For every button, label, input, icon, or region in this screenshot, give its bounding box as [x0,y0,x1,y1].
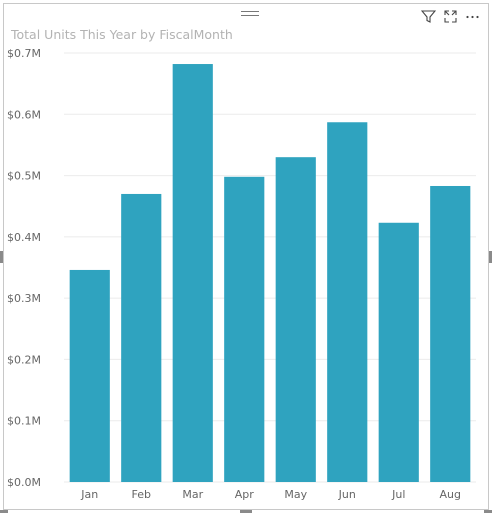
filter-icon[interactable] [420,8,436,24]
y-tick-label: $0.5M [7,170,41,183]
y-tick-label: $0.6M [7,108,41,121]
resize-handle-right[interactable] [489,251,492,263]
resize-handle-left[interactable] [0,251,3,263]
y-axis: $0.0M $0.1M $0.2M $0.3M $0.4M $0.5M $0.6M $0.7M [7,47,41,489]
visual-header-toolbar [420,8,480,24]
resize-handle-bottom-left[interactable] [0,510,8,513]
bar-mar[interactable] [172,64,213,482]
y-tick-label: $0.4M [7,231,41,244]
chart-title: Total Units This Year by FiscalMonth [11,27,233,42]
drag-handle-icon[interactable] [241,11,259,19]
x-tick-label: Feb [132,488,151,501]
y-tick-label: $0.7M [7,47,41,60]
bar-jan[interactable] [69,269,110,482]
bar-jul[interactable] [378,222,419,483]
x-tick-label: Jun [338,488,356,501]
bar-aug[interactable] [430,185,471,483]
bars [69,64,471,483]
resize-handle-bottom-right[interactable] [484,510,492,513]
y-tick-label: $0.1M [7,415,41,428]
x-tick-label: May [284,488,307,501]
x-axis: Jan Feb Mar Apr May Jun Jul Aug [80,488,461,501]
y-tick-label: $0.2M [7,353,41,366]
x-tick-label: Apr [235,488,255,501]
x-tick-label: Mar [182,488,203,501]
bar-may[interactable] [275,157,316,482]
bar-jun[interactable] [327,122,368,482]
x-tick-label: Aug [440,488,461,501]
bar-feb[interactable] [121,193,162,482]
y-tick-label: $0.0M [7,476,41,489]
resize-handle-bottom[interactable] [240,510,252,513]
x-tick-label: Jul [391,488,405,501]
bar-apr[interactable] [224,176,265,482]
focus-mode-icon[interactable] [442,8,458,24]
more-options-icon[interactable] [464,8,480,24]
y-tick-label: $0.3M [7,292,41,305]
x-tick-label: Jan [80,488,98,501]
